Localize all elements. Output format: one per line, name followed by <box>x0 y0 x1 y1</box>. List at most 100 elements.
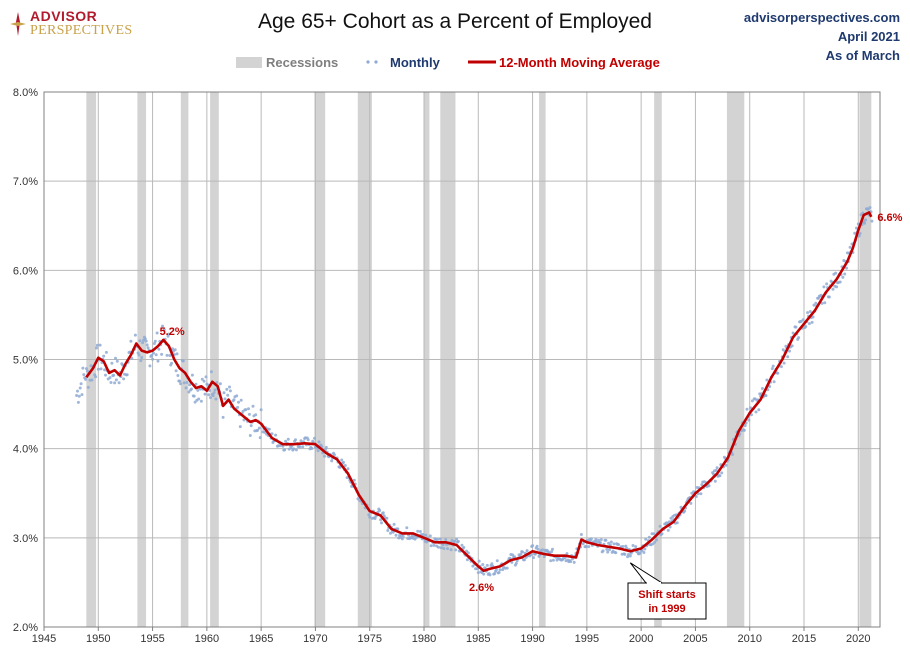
monthly-point <box>114 378 118 382</box>
monthly-point <box>488 573 492 577</box>
monthly-point <box>170 361 174 365</box>
monthly-point <box>249 424 253 428</box>
legend: Recessions Monthly 12-Month Moving Avera… <box>236 55 660 70</box>
monthly-point <box>536 547 540 551</box>
monthly-point <box>84 377 88 381</box>
legend-recession-swatch <box>236 57 262 68</box>
monthly-point <box>754 410 758 414</box>
monthly-point <box>294 438 297 442</box>
monthly-point <box>226 393 230 397</box>
monthly-point <box>274 433 278 437</box>
monthly-point <box>689 501 693 505</box>
x-tick-label: 2005 <box>683 633 707 645</box>
monthly-point <box>606 550 610 554</box>
monthly-point <box>342 460 345 464</box>
monthly-point <box>257 426 261 430</box>
monthly-point <box>79 382 83 386</box>
monthly-point <box>184 386 188 390</box>
monthly-point <box>223 397 227 401</box>
monthly-point <box>541 548 544 552</box>
monthly-point <box>332 453 336 457</box>
source-as-of: As of March <box>825 48 900 63</box>
chart-title: Age 65+ Cohort as a Percent of Employed <box>258 10 652 33</box>
monthly-point <box>551 558 555 562</box>
monthly-point <box>441 543 445 547</box>
monthly-point <box>236 405 240 409</box>
monthly-point <box>168 354 172 357</box>
monthly-point <box>379 518 383 522</box>
x-tick-label: 1985 <box>466 633 490 645</box>
monthly-point <box>259 408 263 412</box>
monthly-point <box>95 346 98 350</box>
monthly-point <box>569 560 573 564</box>
monthly-point <box>209 370 213 374</box>
monthly-point <box>757 408 761 412</box>
logo: ADVISOR PERSPECTIVES <box>6 6 146 42</box>
monthly-point <box>631 544 635 547</box>
monthly-point <box>587 545 591 549</box>
monthly-point <box>152 351 155 355</box>
monthly-point <box>352 478 356 482</box>
monthly-point <box>405 526 409 530</box>
monthly-point <box>542 555 546 559</box>
monthly-point <box>317 440 321 444</box>
monthly-point <box>113 381 117 385</box>
monthly-point <box>222 391 226 395</box>
monthly-point <box>495 559 499 563</box>
monthly-point <box>251 404 255 408</box>
monthly-point <box>720 471 724 475</box>
monthly-point <box>747 418 751 422</box>
monthly-point <box>807 322 811 326</box>
monthly-point <box>551 547 554 551</box>
monthly-point <box>211 394 215 398</box>
monthly-point <box>176 374 180 377</box>
monthly-point <box>146 346 150 350</box>
monthly-point <box>841 275 845 279</box>
monthly-point <box>247 412 251 416</box>
monthly-point <box>715 466 719 470</box>
monthly-point <box>770 367 774 371</box>
monthly-point <box>125 373 129 377</box>
monthly-point <box>138 339 142 343</box>
monthly-point <box>228 385 231 389</box>
monthly-point <box>313 436 316 440</box>
monthly-point <box>140 356 144 359</box>
monthly-point <box>225 387 229 391</box>
callout-line-2: in 1999 <box>648 603 685 615</box>
monthly-point <box>549 559 553 563</box>
monthly-point <box>232 398 236 402</box>
monthly-point <box>368 515 372 519</box>
monthly-point <box>143 337 147 341</box>
monthly-point <box>139 359 143 363</box>
monthly-point <box>207 393 211 397</box>
monthly-point <box>221 415 225 419</box>
monthly-point <box>188 383 192 387</box>
monthly-point <box>199 387 202 391</box>
x-tick-label: 1955 <box>140 633 164 645</box>
monthly-point <box>714 468 718 472</box>
monthly-point <box>776 371 780 375</box>
monthly-point <box>298 445 302 449</box>
y-tick-label: 2.0% <box>13 622 38 634</box>
monthly-point <box>316 449 320 453</box>
monthly-point <box>200 377 204 381</box>
monthly-point <box>750 413 753 417</box>
monthly-point <box>532 556 535 560</box>
monthly-point <box>356 497 360 501</box>
monthly-point <box>694 495 698 498</box>
monthly-point <box>156 359 160 363</box>
monthly-point <box>145 343 149 347</box>
monthly-point <box>199 399 203 403</box>
monthly-point <box>455 537 459 541</box>
source-site[interactable]: advisorperspectives.com <box>743 10 900 25</box>
monthly-point <box>122 377 126 381</box>
monthly-point <box>666 528 670 532</box>
monthly-point <box>256 428 259 432</box>
monthly-point <box>214 397 218 401</box>
monthly-point <box>429 544 433 548</box>
monthly-point <box>771 364 775 368</box>
monthly-point <box>823 301 827 305</box>
monthly-point <box>550 550 554 554</box>
monthly-point <box>378 509 382 512</box>
monthly-point <box>340 458 344 462</box>
